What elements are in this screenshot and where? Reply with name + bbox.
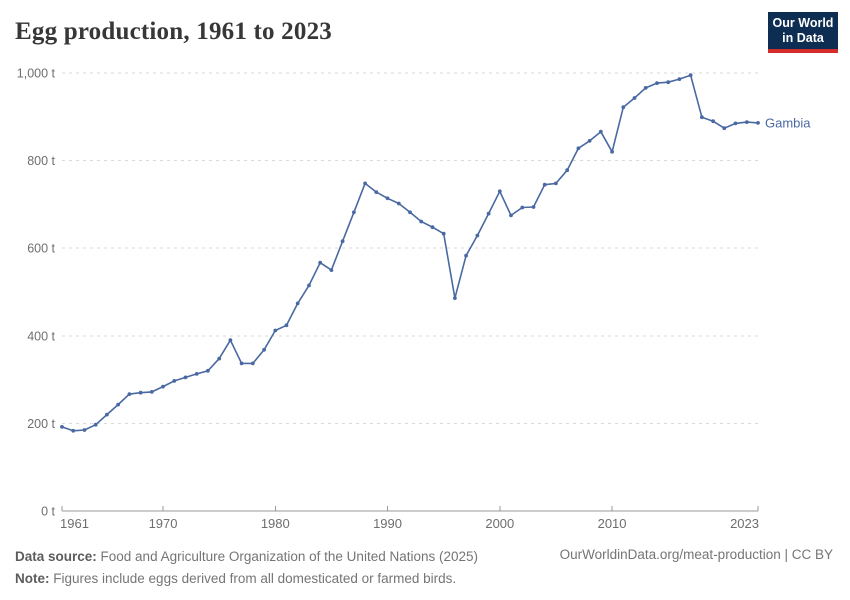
owid-logo-line1: Our World <box>772 16 834 30</box>
data-source-text: Food and Agriculture Organization of the… <box>96 549 479 564</box>
data-point[interactable] <box>430 225 435 230</box>
note-label: Note: <box>15 571 50 586</box>
series-label-gambia[interactable]: Gambia <box>765 115 811 130</box>
owid-link[interactable]: OurWorldinData.org/meat-production | CC … <box>559 547 833 562</box>
data-point[interactable] <box>408 210 412 215</box>
data-point[interactable] <box>60 425 64 429</box>
data-point[interactable] <box>172 379 177 383</box>
data-point[interactable] <box>340 239 345 244</box>
data-point[interactable] <box>565 168 570 173</box>
x-tick-label: 2000 <box>485 516 514 531</box>
y-tick-label: 0 t <box>41 505 55 519</box>
note-text: Figures include eggs derived from all do… <box>49 571 457 586</box>
data-point[interactable] <box>295 301 300 306</box>
data-point[interactable] <box>700 115 704 120</box>
data-point[interactable] <box>217 356 222 361</box>
data-point[interactable] <box>149 390 154 394</box>
y-tick-label: 200 t <box>27 417 55 431</box>
y-tick-label: 1,000 t <box>17 67 56 81</box>
data-point[interactable] <box>542 182 547 187</box>
data-point[interactable] <box>655 81 659 85</box>
data-point[interactable] <box>733 121 738 126</box>
data-point[interactable] <box>744 120 749 124</box>
data-point[interactable] <box>677 77 682 81</box>
data-point[interactable] <box>374 190 379 195</box>
data-point[interactable] <box>632 96 637 100</box>
data-point[interactable] <box>206 368 210 373</box>
data-point[interactable] <box>621 105 626 110</box>
data-point[interactable] <box>273 328 278 333</box>
data-point[interactable] <box>598 129 603 134</box>
data-point[interactable] <box>486 211 491 216</box>
data-point[interactable] <box>284 323 289 328</box>
data-point[interactable] <box>385 196 390 201</box>
x-tick-label: 2010 <box>598 516 627 531</box>
chart-footer-notes: Data source: Food and Agriculture Organi… <box>15 546 478 590</box>
data-point[interactable] <box>453 296 457 300</box>
x-tick-label: 1980 <box>261 516 290 531</box>
data-point[interactable] <box>464 253 468 258</box>
data-point[interactable] <box>93 422 98 427</box>
data-point[interactable] <box>82 428 87 432</box>
x-tick-label: 2023 <box>730 516 759 531</box>
x-tick-label: 1970 <box>149 516 178 531</box>
data-point[interactable] <box>71 428 76 433</box>
data-point[interactable] <box>183 375 188 380</box>
owid-logo-line2: in Data <box>782 31 824 45</box>
data-point[interactable] <box>643 86 648 90</box>
data-point[interactable] <box>587 139 592 143</box>
data-point[interactable] <box>520 205 525 210</box>
data-point[interactable] <box>531 205 536 209</box>
data-point[interactable] <box>138 390 143 395</box>
data-point[interactable] <box>127 392 132 396</box>
data-line-gambia[interactable] <box>61 74 759 432</box>
data-point[interactable] <box>194 372 199 376</box>
data-point[interactable] <box>509 213 513 218</box>
data-point[interactable] <box>161 384 165 389</box>
data-point[interactable] <box>711 119 715 124</box>
data-point[interactable] <box>116 402 120 407</box>
data-point[interactable] <box>666 80 671 85</box>
y-tick-label: 400 t <box>27 329 55 343</box>
chart-title: Egg production, 1961 to 2023 <box>15 18 332 45</box>
data-point[interactable] <box>441 231 446 236</box>
data-point[interactable] <box>307 283 311 288</box>
data-point[interactable] <box>329 268 334 272</box>
data-point[interactable] <box>610 149 614 154</box>
data-point[interactable] <box>756 121 760 125</box>
data-point[interactable] <box>475 233 480 238</box>
note-line: Note: Figures include eggs derived from … <box>15 568 478 590</box>
data-point[interactable] <box>239 361 244 366</box>
owid-logo[interactable]: Our World in Data <box>768 12 838 53</box>
x-tick-label: 1990 <box>373 516 402 531</box>
data-source-label: Data source: <box>15 549 97 564</box>
data-point[interactable] <box>497 189 502 194</box>
data-source-line: Data source: Food and Agriculture Organi… <box>15 546 478 568</box>
data-point[interactable] <box>262 347 266 352</box>
data-point[interactable] <box>688 73 693 78</box>
data-point[interactable] <box>554 181 558 186</box>
data-point[interactable] <box>352 210 356 215</box>
data-point[interactable] <box>228 338 233 343</box>
x-tick-label: 1961 <box>60 516 89 531</box>
data-point[interactable] <box>576 146 581 151</box>
data-point[interactable] <box>105 412 109 417</box>
data-point[interactable] <box>318 260 323 265</box>
data-point[interactable] <box>363 181 367 186</box>
y-tick-label: 800 t <box>27 154 55 168</box>
y-tick-label: 600 t <box>27 242 55 256</box>
data-point[interactable] <box>722 126 727 131</box>
data-point[interactable] <box>396 201 401 206</box>
data-point[interactable] <box>250 361 255 366</box>
data-point[interactable] <box>419 219 424 224</box>
